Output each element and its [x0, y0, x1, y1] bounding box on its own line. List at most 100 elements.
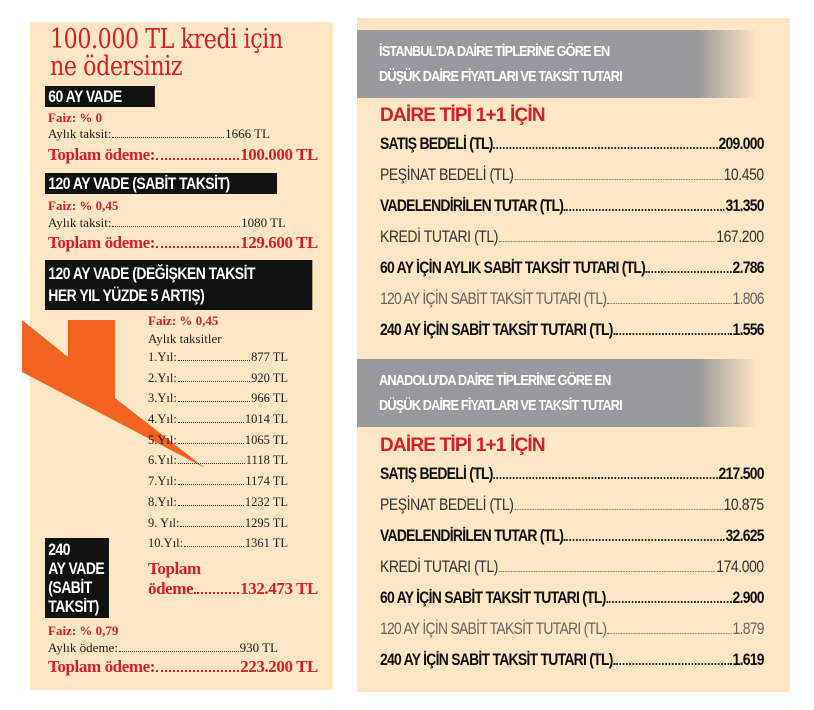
header-line-2: DÜŞÜK DAİRE FİYATLARI VE TAKSİT TUTARI — [379, 397, 623, 414]
row-value: 1.879 — [732, 619, 765, 638]
year-label: 9. Yıl: — [148, 515, 180, 530]
leader-dots — [606, 601, 732, 603]
row-label: PEŞİNAT BEDELİ (TL) — [380, 495, 514, 514]
leader-dots — [177, 463, 245, 465]
leader-dots — [177, 484, 245, 486]
label-line-2: ödeme — [148, 579, 194, 598]
row-value: 31.350 — [725, 196, 765, 215]
value: 129.600 TL — [240, 233, 318, 252]
plan-240-header: 240 AY VADE (SABİT TAKSİT) — [45, 538, 109, 618]
leader-dots — [514, 179, 723, 180]
leader-dots — [180, 525, 244, 527]
yearly-installments-list: 1.Yıl: 877 TL 2.Yıl: 920 TL 3.Yıl: 966 TL 4.Yı… — [148, 350, 288, 557]
leader-dots — [177, 401, 251, 403]
header-line-1: İSTANBUL'DA DAİRE TİPLERİNE GÖRE EN — [379, 43, 610, 60]
price-row: VADELENDİRİLEN TUTAR (TL) 31.350 — [380, 195, 764, 223]
leader-dots — [563, 209, 725, 211]
label: Aylık taksit: — [48, 126, 112, 141]
year-value: 1232 TL — [244, 494, 288, 509]
year-label: 8.Yıl: — [148, 494, 177, 509]
row-value: 32.625 — [725, 526, 765, 545]
value: 100.000 TL — [240, 145, 318, 164]
year-value: 1295 TL — [244, 515, 288, 530]
row-value: 174.000 — [716, 557, 764, 576]
value: 1666 TL — [225, 126, 270, 141]
year-label: 7.Yıl: — [148, 474, 177, 489]
label-line-1: Toplam — [148, 559, 201, 578]
year-installment-row: 1.Yıl: 877 TL — [148, 350, 288, 371]
year-label: 10.Yıl: — [148, 536, 184, 551]
year-value: 1014 TL — [244, 412, 288, 427]
leader-dots — [563, 539, 725, 541]
leader-dots — [156, 158, 240, 160]
year-label: 6.Yıl: — [148, 453, 177, 468]
header-line-2: HER YIL YÜZDE 5 ARTIŞ) — [48, 286, 205, 305]
leader-dots — [177, 422, 244, 424]
plan-240-total: Toplam ödeme: 223.200 TL — [48, 657, 318, 676]
leader-dots — [118, 651, 239, 652]
year-label: 3.Yıl: — [148, 391, 177, 406]
plan-120-variable-header: 120 AY VADE (DEĞİŞKEN TAKSİT HER YIL YÜZ… — [45, 260, 313, 310]
year-label: 5.Yıl: — [148, 432, 177, 447]
price-row: 120 AY İÇİN SABİT TAKSİT TUTARI (TL) 1.87… — [380, 618, 764, 646]
row-value: 1.806 — [732, 289, 765, 308]
year-value: 1174 TL — [245, 474, 288, 489]
year-label: 4.Yıl: — [148, 412, 177, 427]
anadolu-section-header: ANADOLU'DA DAİRE TİPLERİNE GÖRE EN DÜŞÜK… — [357, 359, 757, 427]
plan-240-interest: Faiz: % 0,79 — [48, 623, 119, 638]
year-installment-row: 8.Yıl: 1232 TL — [148, 495, 288, 516]
year-value: 1361 TL — [244, 536, 288, 551]
price-row: VADELENDİRİLEN TUTAR (TL) 32.625 — [380, 525, 764, 553]
label: Aylık ödeme: — [48, 640, 118, 655]
row-label: VADELENDİRİLEN TUTAR (TL) — [380, 196, 564, 215]
value: 930 TL — [239, 640, 278, 655]
price-row: KREDİ TUTARI (TL) 167.200 — [380, 226, 764, 254]
leader-dots — [177, 442, 244, 444]
row-label: 120 AY İÇİN SABİT TAKSİT TUTARI (TL) — [380, 289, 607, 308]
row-value: 209.000 — [718, 134, 765, 153]
title-line-2: ne ödersiniz — [50, 51, 183, 82]
leader-dots — [177, 380, 251, 382]
row-label: PEŞİNAT BEDELİ (TL) — [380, 165, 514, 184]
plan-120-variable-interest: Faiz: % 0,45 — [148, 313, 219, 328]
year-installment-row: 2.Yıl: 920 TL — [148, 371, 288, 392]
value: 223.200 TL — [240, 657, 318, 676]
row-value: 1.619 — [732, 650, 765, 669]
year-installment-row: 9. Yıl: 1295 TL — [148, 516, 288, 537]
leader-dots — [177, 360, 251, 361]
title-line-1: 100.000 TL kredi için — [50, 24, 283, 55]
leader-dots — [493, 147, 718, 149]
header-line-1: ANADOLU'DA DAİRE TİPLERİNE GÖRE EN — [379, 372, 611, 389]
header-line-2: DÜŞÜK DAİRE FİYATLARI VE TAKSİT TUTARI — [379, 68, 623, 85]
price-row: 60 AY İÇİN AYLIK SABİT TAKSİT TUTARI (TL… — [380, 257, 764, 285]
label: Toplam ödeme: — [48, 233, 156, 252]
price-row: SATIŞ BEDELİ (TL) 217.500 — [380, 463, 765, 491]
row-label: VADELENDİRİLEN TUTAR (TL) — [380, 526, 564, 545]
leader-dots — [498, 241, 716, 242]
row-label: 120 AY İÇİN SABİT TAKSİT TUTARI (TL) — [380, 619, 607, 638]
label: Toplam ödeme: — [48, 145, 156, 164]
row-label: 240 AY İÇİN SABİT TAKSİT TUTARI (TL) — [380, 650, 613, 669]
istanbul-subtitle: DAİRE TİPİ 1+1 İÇİN — [380, 105, 546, 126]
price-row: 60 AY İÇİN SABİT TAKSİT TUTARI (TL) 2.900 — [380, 587, 764, 615]
price-row: SATIŞ BEDELİ (TL) 209.000 — [380, 133, 765, 161]
apartment-prices-panel — [357, 18, 790, 692]
leader-dots — [156, 246, 240, 248]
leader-dots — [112, 226, 241, 227]
label: Toplam ödeme: — [48, 657, 156, 676]
leader-dots — [514, 509, 723, 510]
leader-dots — [607, 303, 732, 304]
plan-120-variable-total: ödeme 132.473 TL — [148, 579, 318, 598]
row-value: 217.500 — [718, 464, 765, 483]
plan-120-fixed-total: Toplam ödeme: 129.600 TL — [48, 233, 318, 252]
year-value: 920 TL — [251, 370, 288, 385]
row-value: 10.875 — [723, 495, 765, 514]
header-line: 240 — [48, 540, 71, 559]
plan-240-monthly: Aylık ödeme: 930 TL — [48, 640, 278, 655]
year-installment-row: 5.Yıl: 1065 TL — [148, 433, 288, 454]
plan-60-monthly: Aylık taksit: 1666 TL — [48, 126, 270, 141]
leader-dots — [177, 504, 244, 506]
price-row: 120 AY İÇİN SABİT TAKSİT TUTARI (TL) 1.80… — [380, 288, 764, 316]
row-label: KREDİ TUTARI (TL) — [380, 227, 498, 246]
